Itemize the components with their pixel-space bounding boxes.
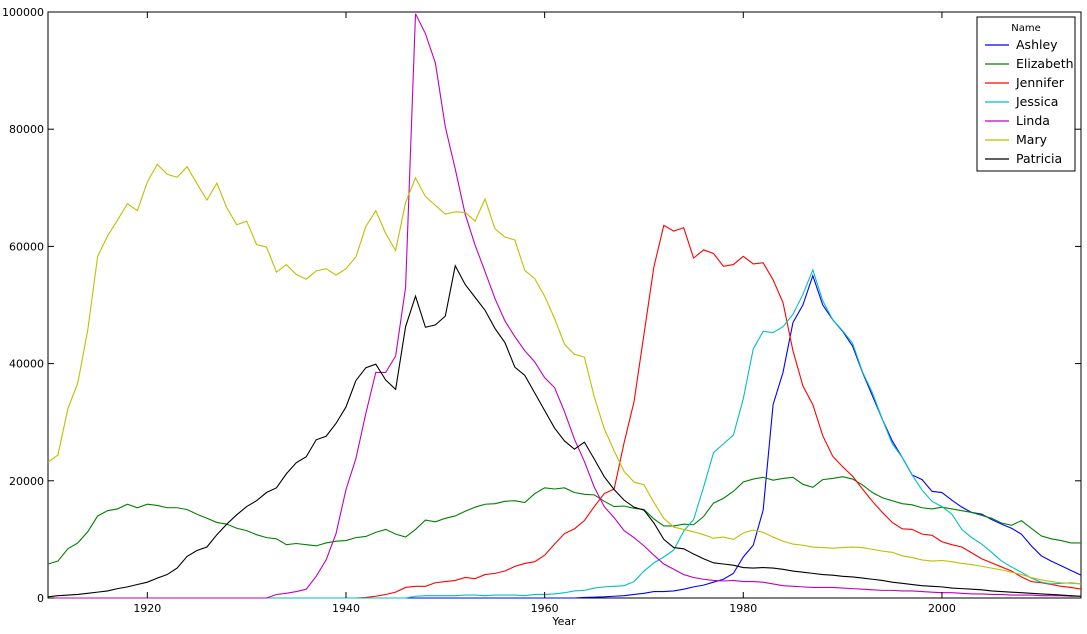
legend-entry-ashley: Ashley — [985, 37, 1058, 52]
legend-entry-jessica: Jessica — [985, 94, 1058, 109]
legend-label: Patricia — [1016, 151, 1062, 166]
legend-entry-linda: Linda — [985, 113, 1050, 128]
y-tick-label: 0 — [37, 592, 44, 605]
legend-label: Linda — [1016, 113, 1050, 128]
y-tick-label: 20000 — [9, 475, 44, 488]
legend-box — [976, 16, 1076, 172]
x-tick-label: 1920 — [133, 602, 161, 615]
series-line-patricia — [47, 264, 1082, 598]
y-tick-label: 100000 — [2, 6, 44, 19]
legend-entry-jennifer: Jennifer — [985, 75, 1065, 90]
legend: Name Ashley Elizabeth Jennifer Jessica Linda… — [976, 16, 1076, 172]
legend-entry-mary: Mary — [985, 132, 1048, 147]
plot-frame — [47, 11, 1082, 599]
series-line-linda — [48, 13, 1081, 599]
legend-title: Name — [1011, 23, 1041, 34]
x-tick-label: 1940 — [332, 602, 360, 615]
series-layer — [47, 13, 1082, 599]
series-line-elizabeth — [47, 476, 1081, 565]
x-tick-label: 1980 — [729, 602, 757, 615]
y-tick-label: 40000 — [9, 358, 44, 371]
series-line-mary — [47, 163, 1082, 585]
x-tick-label: 1960 — [531, 602, 559, 615]
y-tick-label: 60000 — [9, 240, 44, 253]
legend-entry-elizabeth: Elizabeth — [985, 56, 1074, 71]
legend-label: Mary — [1016, 132, 1048, 147]
x-axis-title: Year — [551, 615, 576, 628]
legend-label: Ashley — [1016, 37, 1058, 52]
legend-label: Jessica — [1015, 94, 1058, 109]
legend-label: Elizabeth — [1016, 56, 1074, 71]
y-tick-label: 80000 — [9, 123, 44, 136]
legend-entry-patricia: Patricia — [985, 151, 1062, 166]
legend-entries: Ashley Elizabeth Jennifer Jessica Linda Mary P… — [985, 37, 1074, 166]
legend-label: Jennifer — [1015, 75, 1065, 90]
x-tick-label: 2000 — [928, 602, 956, 615]
ticks-layer: 1920 1940 1960 1980 200002000040000600008000… — [2, 6, 1081, 615]
